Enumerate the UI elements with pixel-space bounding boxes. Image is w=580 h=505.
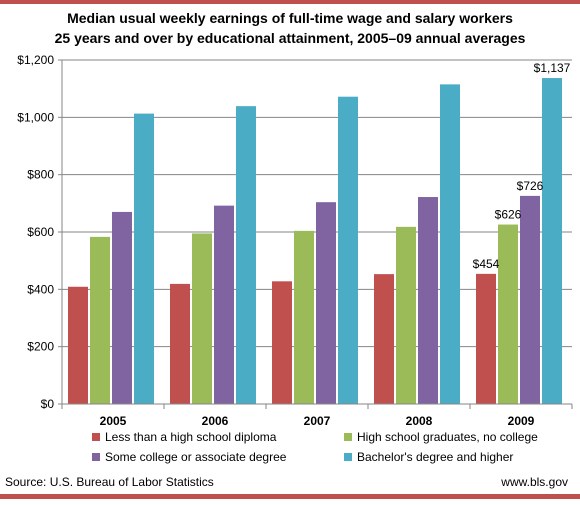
bar <box>338 96 358 405</box>
y-tick-label: $1,200 <box>17 53 54 67</box>
chart-title-line-2: 25 years and over by educational attainm… <box>54 30 526 46</box>
data-label: $726 <box>517 179 544 193</box>
legend-label: Some college or associate degree <box>105 450 287 464</box>
y-tick-label: $600 <box>27 225 54 239</box>
bar <box>68 286 88 404</box>
bar <box>418 197 438 404</box>
bar <box>316 202 336 404</box>
x-tick-label: 2007 <box>304 414 331 428</box>
site-url: www.bls.gov <box>501 475 568 489</box>
y-tick-label: $400 <box>27 282 54 296</box>
bar <box>476 273 496 404</box>
bar <box>396 226 416 404</box>
bar <box>236 106 256 405</box>
x-tick-label: 2008 <box>406 414 433 428</box>
legend-swatch <box>344 453 352 461</box>
x-tick-label: 2009 <box>508 414 535 428</box>
bar <box>272 281 292 404</box>
chart-title-line-1: Median usual weekly earnings of full-tim… <box>67 10 513 26</box>
y-tick-label: $200 <box>27 340 54 354</box>
top-rule <box>0 0 580 4</box>
bar <box>520 195 540 404</box>
y-tick-label: $0 <box>41 397 55 411</box>
bar <box>134 113 154 405</box>
bar-chart: $0 $200 $400 $600 $800 $1,000 $1,200 2005 2006 20… <box>17 53 573 464</box>
bar <box>374 274 394 404</box>
bar <box>214 205 234 404</box>
bar <box>542 78 562 404</box>
data-label: $626 <box>495 208 522 222</box>
legend-swatch <box>92 453 100 461</box>
source-note: Source: U.S. Bureau of Labor Statistics <box>5 475 214 489</box>
bar <box>170 283 190 404</box>
bar <box>294 230 314 404</box>
x-tick-label: 2006 <box>202 414 229 428</box>
legend-label: Bachelor's degree and higher <box>357 450 513 464</box>
bar <box>192 233 212 404</box>
legend-swatch <box>92 433 100 441</box>
legend-swatch <box>344 433 352 441</box>
legend-label: Less than a high school diploma <box>105 430 277 444</box>
y-tick-label: $800 <box>27 168 54 182</box>
chart-title: Median usual weekly earnings of full-tim… <box>0 8 580 48</box>
data-label: $1,137 <box>534 61 571 75</box>
bar <box>440 84 460 404</box>
y-tick-label: $1,000 <box>17 110 54 124</box>
bar <box>112 211 132 404</box>
data-label: $454 <box>473 257 500 271</box>
bar <box>498 224 518 404</box>
bar <box>90 236 110 404</box>
x-tick-label: 2005 <box>100 414 127 428</box>
bottom-rule <box>0 494 580 499</box>
legend-label: High school graduates, no college <box>357 430 538 444</box>
